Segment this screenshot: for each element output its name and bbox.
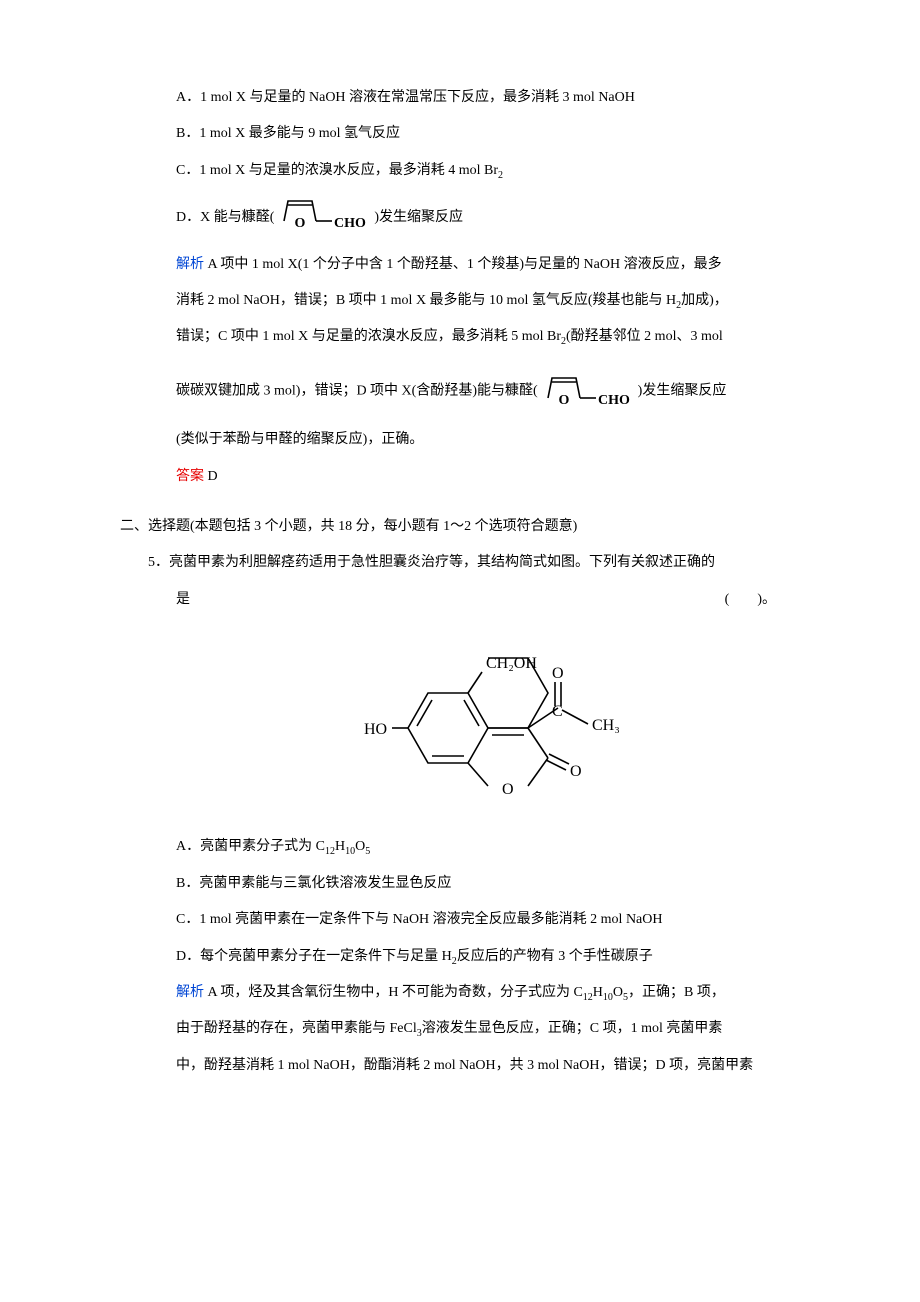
q5-option-d: D．每个亮菌甲素分子在一定条件下与足量 H2反应后的产物有 3 个手性碳原子: [176, 939, 820, 975]
q5-opta-m2: O: [355, 839, 365, 854]
furan-cho-label-2: CHO: [598, 393, 630, 408]
q4-jiexi-4-pre: 碳碳双键加成 3 mol)，错误；D 项中 X(含酚羟基)能与糠醛(: [176, 383, 538, 398]
q4-analysis-line3: 错误；C 项中 1 mol X 与足量的浓溴水反应，最多消耗 5 mol Br2…: [176, 319, 820, 355]
struct-o-dbl2: O: [552, 665, 564, 682]
q5-option-b: B．亮菌甲素能与三氯化铁溶液发生显色反应: [176, 866, 820, 902]
q5-num: 5．: [148, 555, 169, 570]
q4-answer: 答案 D: [176, 459, 820, 495]
q5-j1-s2: 10: [603, 992, 613, 1003]
q4-jiexi-3-post: (酚羟基邻位 2 mol、3 mol: [566, 329, 723, 344]
q4-option-b: B．1 mol X 最多能与 9 mol 氢气反应: [176, 116, 820, 152]
analysis-label: 解析: [176, 257, 204, 272]
q5-analysis-line1: 解析 A 项，烃及其含氧衍生物中，H 不可能为奇数，分子式应为 C12H10O5…: [176, 975, 820, 1011]
q4-optc-sub: 2: [498, 170, 503, 181]
q5-opta-m1: H: [335, 839, 345, 854]
q4-analysis-line5: (类似于苯酚与甲醛的缩聚反应)，正确。: [176, 422, 820, 458]
q4-optd-pre: D．X 能与糠醛(: [176, 210, 274, 225]
q5-opta-s1: 12: [325, 846, 335, 857]
q5-stem-line2: 是 ( )。: [176, 582, 776, 618]
q5-paren: ( )。: [725, 582, 776, 618]
q4-optc-text: C．1 mol X 与足量的浓溴水反应，最多消耗 4 mol Br: [176, 163, 498, 178]
struct-ch2oh: CH₂OH: [486, 655, 537, 672]
q4-analysis-line2: 消耗 2 mol NaOH，错误；B 项中 1 mol X 最多能与 10 mo…: [176, 283, 820, 319]
furan-o-label: O: [295, 216, 306, 231]
q4-option-d: D．X 能与糠醛( O CHO )发生缩聚反应: [176, 189, 820, 246]
q5-jiexi-1-post: ，正确；B 项，: [628, 985, 725, 1000]
q4-jiexi-2-pre: 消耗 2 mol NaOH，错误；B 项中 1 mol X 最多能与 10 mo…: [176, 293, 676, 308]
q5-opta-s2: 10: [345, 846, 355, 857]
q5-stem-1: 亮菌甲素为利胆解痉药适用于急性胆囊炎治疗等，其结构简式如图。下列有关叙述正确的: [169, 555, 715, 570]
q4-jiexi-3-pre: 错误；C 项中 1 mol X 与足量的浓溴水反应，最多消耗 5 mol Br: [176, 329, 561, 344]
answer-label: 答案: [176, 469, 204, 484]
q4-option-a: A．1 mol X 与足量的 NaOH 溶液在常温常压下反应，最多消耗 3 mo…: [176, 80, 820, 116]
q5-j1-m2: O: [613, 985, 623, 1000]
q5-analysis-line2: 由于酚羟基的存在，亮菌甲素能与 FeCl3溶液发生显色反应，正确；C 项，1 m…: [176, 1011, 820, 1047]
q4-optd-post: )发生缩聚反应: [374, 210, 463, 225]
q5-optd-pre: D．每个亮菌甲素分子在一定条件下与足量 H: [176, 949, 452, 964]
q5-j1-m1: H: [593, 985, 603, 1000]
q5-jiexi-1-pre: A 项，烃及其含氧衍生物中，H 不可能为奇数，分子式应为 C: [204, 985, 583, 1000]
furan-o-label-2: O: [558, 393, 569, 408]
q5-stem-line1: 5．亮菌甲素为利胆解痉药适用于急性胆囊炎治疗等，其结构简式如图。下列有关叙述正确…: [148, 545, 820, 581]
q4-jiexi-4-post: )发生缩聚反应: [638, 383, 727, 398]
q5-option-c: C．1 mol 亮菌甲素在一定条件下与 NaOH 溶液完全反应最多能消耗 2 m…: [176, 902, 820, 938]
struct-c: C: [552, 703, 563, 720]
q4-analysis-line1: 解析 A 项中 1 mol X(1 个分子中含 1 个酚羟基、1 个羧基)与足量…: [176, 247, 820, 283]
q5-option-a: A．亮菌甲素分子式为 C12H10O5: [176, 829, 820, 865]
q5-structure-diagram: CH₂OH HO O O O C CH₃: [176, 628, 820, 813]
q5-opta-pre: A．亮菌甲素分子式为 C: [176, 839, 325, 854]
q5-jiexi-2-post: 溶液发生显色反应，正确；C 项，1 mol 亮菌甲素: [422, 1021, 723, 1036]
struct-o-ring: O: [502, 781, 514, 798]
struct-ch3: CH₃: [592, 717, 620, 734]
q4-jiexi-1: A 项中 1 mol X(1 个分子中含 1 个酚羟基、1 个羧基)与足量的 N…: [204, 257, 722, 272]
furan-aldehyde-icon-2: O CHO: [538, 366, 638, 416]
q5-optd-post: 反应后的产物有 3 个手性碳原子: [457, 949, 653, 964]
section-2-title: 二、选择题(本题包括 3 个小题，共 18 分，每小题有 1～2 个选项符合题意…: [120, 509, 820, 545]
struct-ho: HO: [364, 721, 387, 738]
furan-aldehyde-icon: O CHO: [274, 189, 374, 246]
q4-jiexi-2-post: 加成)，: [681, 293, 728, 308]
q5-opta-s3: 5: [365, 846, 370, 857]
q5-analysis-line3: 中，酚羟基消耗 1 mol NaOH，酚酯消耗 2 mol NaOH，共 3 m…: [176, 1048, 820, 1084]
q4-answer-val: D: [204, 469, 218, 484]
q4-analysis-line4: 碳碳双键加成 3 mol)，错误；D 项中 X(含酚羟基)能与糠醛( O CHO…: [176, 356, 820, 422]
struct-o-dbl1: O: [570, 763, 582, 780]
analysis-label-2: 解析: [176, 985, 204, 1000]
q5-jiexi-2-pre: 由于酚羟基的存在，亮菌甲素能与 FeCl: [176, 1021, 417, 1036]
q4-option-c: C．1 mol X 与足量的浓溴水反应，最多消耗 4 mol Br2: [176, 153, 820, 189]
q5-stem-2a: 是: [176, 582, 190, 618]
furan-cho-label: CHO: [334, 216, 366, 231]
q5-j1-s1: 12: [583, 992, 593, 1003]
